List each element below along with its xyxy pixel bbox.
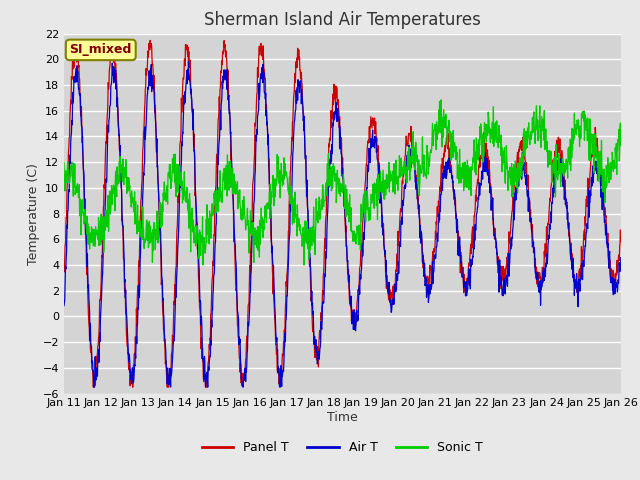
Title: Sherman Island Air Temperatures: Sherman Island Air Temperatures <box>204 11 481 29</box>
Legend: Panel T, Air T, Sonic T: Panel T, Air T, Sonic T <box>196 436 488 459</box>
X-axis label: Time: Time <box>327 411 358 424</box>
Text: SI_mixed: SI_mixed <box>70 43 132 56</box>
Y-axis label: Temperature (C): Temperature (C) <box>27 163 40 264</box>
